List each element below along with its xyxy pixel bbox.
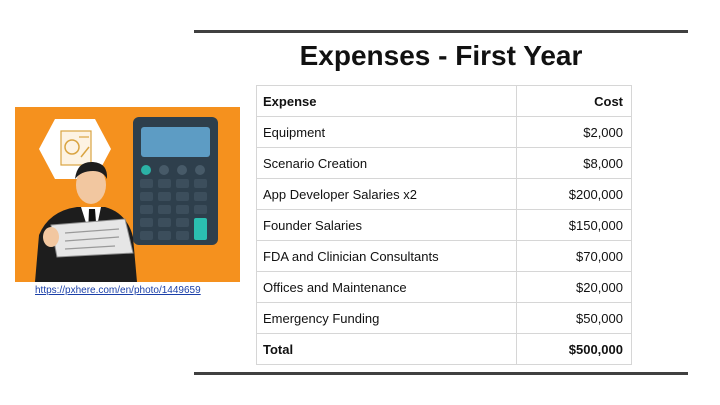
header-expense: Expense [256,85,517,117]
top-divider [194,30,688,33]
cost-cell: $200,000 [516,178,632,210]
total-label: Total [256,333,517,365]
cost-cell: $20,000 [516,271,632,303]
table-row: Equipment $2,000 [256,116,632,148]
cost-cell: $2,000 [516,116,632,148]
businessman-calculator-illustration [15,107,240,282]
cost-cell: $8,000 [516,147,632,179]
table-total-row: Total $500,000 [256,333,632,365]
image-credit-link[interactable]: https://pxhere.com/en/photo/1449659 [35,285,201,296]
table-row: FDA and Clinician Consultants $70,000 [256,240,632,272]
cost-cell: $70,000 [516,240,632,272]
expense-cell: Equipment [256,116,517,148]
table-row: Offices and Maintenance $20,000 [256,271,632,303]
expense-cell: App Developer Salaries x2 [256,178,517,210]
slide-title: Expenses - First Year [299,40,583,71]
expense-cell: FDA and Clinician Consultants [256,240,517,272]
expenses-table: Expense Cost Equipment $2,000 Scenario C… [256,85,632,365]
expense-cell: Founder Salaries [256,209,517,241]
cost-cell: $150,000 [516,209,632,241]
expense-cell: Scenario Creation [256,147,517,179]
cost-cell: $50,000 [516,302,632,334]
total-cost: $500,000 [516,333,632,365]
header-cost: Cost [516,85,632,117]
table-header-row: Expense Cost [256,85,632,117]
table-row: Emergency Funding $50,000 [256,302,632,334]
table-row: Scenario Creation $8,000 [256,147,632,179]
bottom-divider [194,372,688,375]
expense-cell: Offices and Maintenance [256,271,517,303]
table-row: App Developer Salaries x2 $200,000 [256,178,632,210]
table-row: Founder Salaries $150,000 [256,209,632,241]
expense-cell: Emergency Funding [256,302,517,334]
